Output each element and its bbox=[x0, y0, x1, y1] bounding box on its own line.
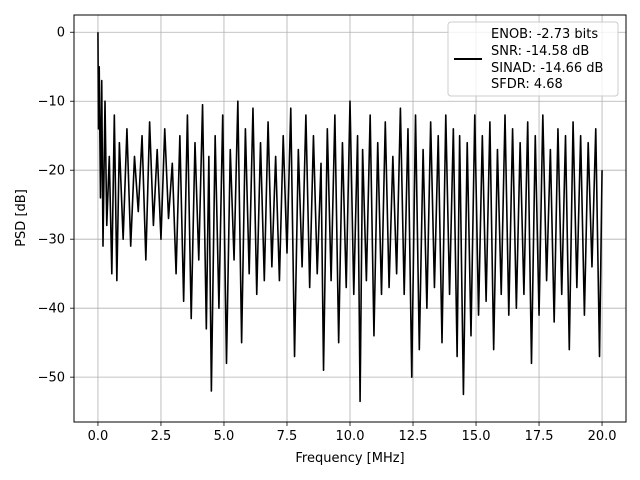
x-tick-label: 0.0 bbox=[88, 429, 109, 444]
y-tick-label: −20 bbox=[38, 164, 65, 179]
x-tick-label: 20.0 bbox=[588, 429, 617, 444]
y-tick-label: −30 bbox=[38, 233, 65, 248]
legend-box bbox=[447, 21, 619, 97]
x-tick-label: 7.5 bbox=[277, 429, 298, 444]
legend: ENOB: -2.73 bits SNR: -14.58 dB SINAD: -… bbox=[447, 21, 619, 97]
y-tick-label: 0 bbox=[57, 26, 65, 41]
psd-series-line bbox=[97, 32, 603, 403]
x-tick-label: 5.0 bbox=[214, 429, 235, 444]
y-axis-ticks: 0 −10 −20 −30 −40 −50 bbox=[38, 26, 74, 386]
legend-entry-snr: SNR: -14.58 dB bbox=[491, 44, 589, 59]
y-tick-label: −50 bbox=[38, 371, 65, 386]
y-tick-label: −10 bbox=[38, 95, 65, 110]
x-tick-label: 17.5 bbox=[525, 429, 554, 444]
legend-entry-sinad: SINAD: -14.66 dB bbox=[491, 61, 603, 76]
y-tick-label: −40 bbox=[38, 302, 65, 317]
x-tick-label: 12.5 bbox=[399, 429, 428, 444]
x-tick-label: 2.5 bbox=[151, 429, 172, 444]
x-axis-ticks: 0.0 2.5 5.0 7.5 10.0 12.5 15.0 17.5 20.0 bbox=[88, 422, 617, 444]
legend-entry-enob: ENOB: -2.73 bits bbox=[491, 27, 598, 42]
x-tick-label: 10.0 bbox=[336, 429, 365, 444]
x-axis-label: Frequency [MHz] bbox=[295, 451, 404, 466]
series-layer bbox=[97, 32, 603, 403]
x-tick-label: 15.0 bbox=[462, 429, 491, 444]
legend-entry-sfdr: SFDR: 4.68 bbox=[491, 77, 563, 92]
y-axis-label: PSD [dB] bbox=[14, 189, 29, 247]
